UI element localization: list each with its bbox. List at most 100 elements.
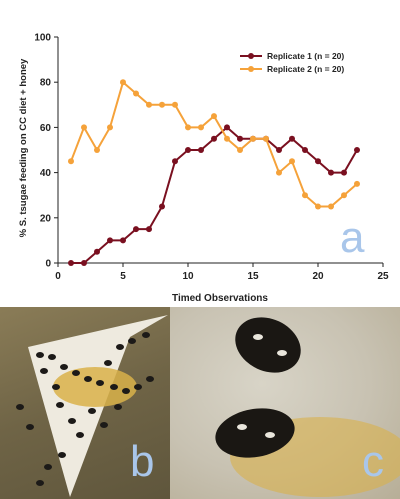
data-point: [81, 260, 87, 266]
y-axis-label: % S. tsugae feeding on CC diet + honey: [18, 58, 29, 237]
data-point: [146, 101, 152, 108]
chart-legend: Replicate 1 (n = 20) Replicate 2 (n = 20): [240, 51, 344, 74]
data-point: [94, 248, 100, 255]
data-point: [341, 169, 347, 176]
data-point: [107, 124, 113, 131]
beetle-small: [114, 404, 122, 410]
data-point: [289, 135, 295, 142]
panel-label-c: c: [362, 437, 384, 486]
beetle-small: [110, 384, 118, 390]
chart-axes: 0 20 40 60 80 100 0 5 10 15 20 25: [34, 33, 389, 283]
x-axis-label: Timed Observations: [172, 293, 268, 304]
beetle-small: [16, 404, 24, 410]
beetle-small: [60, 364, 68, 370]
beetle-small: [146, 376, 154, 382]
legend-swatch-marker: [248, 53, 254, 59]
beetle-small: [96, 380, 104, 386]
beetle-small: [104, 360, 112, 366]
beetle-small: [40, 368, 48, 374]
beetle-spot: [277, 350, 287, 356]
photo-c-illustration: [215, 317, 400, 497]
beetle-small: [56, 402, 64, 408]
data-point: [237, 147, 243, 153]
y-tick-label: 40: [40, 168, 52, 179]
data-point: [224, 135, 230, 142]
chart-series: [68, 79, 360, 266]
beetle-small: [68, 418, 76, 424]
data-point: [315, 158, 321, 165]
beetle-small: [84, 376, 92, 382]
panel-label-a: a: [340, 213, 365, 262]
line-chart: 0 20 40 60 80 100 0 5 10 15 20 25 Replicate 1 (n = …: [18, 32, 389, 304]
beetle-small: [122, 388, 130, 394]
beetle-small: [88, 408, 96, 414]
beetle-small: [76, 432, 84, 438]
data-point: [263, 135, 269, 142]
y-tick-label: 80: [40, 78, 52, 89]
data-point: [68, 158, 74, 165]
data-point: [198, 124, 204, 131]
data-point: [224, 124, 230, 131]
honey-diet-spot: [53, 367, 137, 407]
data-point: [198, 147, 204, 153]
data-point: [211, 113, 217, 120]
x-tick-label: 5: [120, 271, 126, 282]
beetle-small: [100, 422, 108, 428]
beetle-small: [128, 338, 136, 344]
beetle-spot: [253, 334, 263, 340]
data-point: [185, 147, 191, 153]
y-tick-label: 20: [40, 213, 52, 224]
beetle-small: [72, 370, 80, 376]
x-tick-label: 10: [182, 271, 194, 282]
beetle-small: [52, 384, 60, 390]
beetle-large: [215, 408, 295, 458]
beetle-small: [58, 452, 66, 458]
beetle-small: [36, 352, 44, 358]
data-point: [172, 101, 178, 108]
data-point: [211, 135, 217, 142]
data-point: [354, 180, 360, 187]
data-point: [328, 169, 334, 176]
data-point: [146, 226, 152, 233]
y-tick-label: 100: [34, 33, 51, 44]
photo-b-illustration: [16, 315, 168, 497]
data-point: [133, 226, 139, 233]
beetle-small: [44, 464, 52, 470]
data-point: [328, 203, 334, 210]
data-point: [237, 135, 243, 142]
photo-panel-c: c: [170, 307, 400, 499]
beetle-small: [48, 354, 56, 360]
data-point: [302, 192, 308, 199]
data-point: [159, 203, 165, 210]
legend-swatch-marker: [248, 66, 254, 72]
data-point: [133, 90, 139, 97]
x-tick-label: 25: [377, 271, 389, 282]
beetle-spot: [237, 424, 247, 430]
data-point: [341, 192, 347, 199]
legend-label: Replicate 2 (n = 20): [267, 64, 344, 74]
legend-label: Replicate 1 (n = 20): [267, 51, 344, 61]
data-point: [94, 147, 100, 153]
photo-panel-b: b: [0, 307, 170, 499]
data-point: [120, 237, 126, 244]
beetle-small: [116, 344, 124, 350]
data-point: [172, 158, 178, 165]
data-point: [68, 260, 74, 266]
beetle-small: [142, 332, 150, 338]
beetle-spot: [265, 432, 275, 438]
x-tick-label: 15: [247, 271, 259, 282]
y-tick-label: 60: [40, 123, 52, 134]
beetle-group: [16, 332, 154, 486]
beetle-small: [36, 480, 44, 486]
data-point: [315, 203, 321, 210]
data-point: [289, 158, 295, 165]
panel-label-b: b: [130, 437, 155, 486]
data-point: [354, 147, 360, 153]
y-tick-label: 0: [45, 259, 51, 270]
beetle-small: [26, 424, 34, 430]
beetle-small: [134, 384, 142, 390]
data-point: [185, 124, 191, 131]
data-point: [250, 135, 256, 142]
data-point: [107, 237, 113, 244]
data-point: [302, 147, 308, 153]
